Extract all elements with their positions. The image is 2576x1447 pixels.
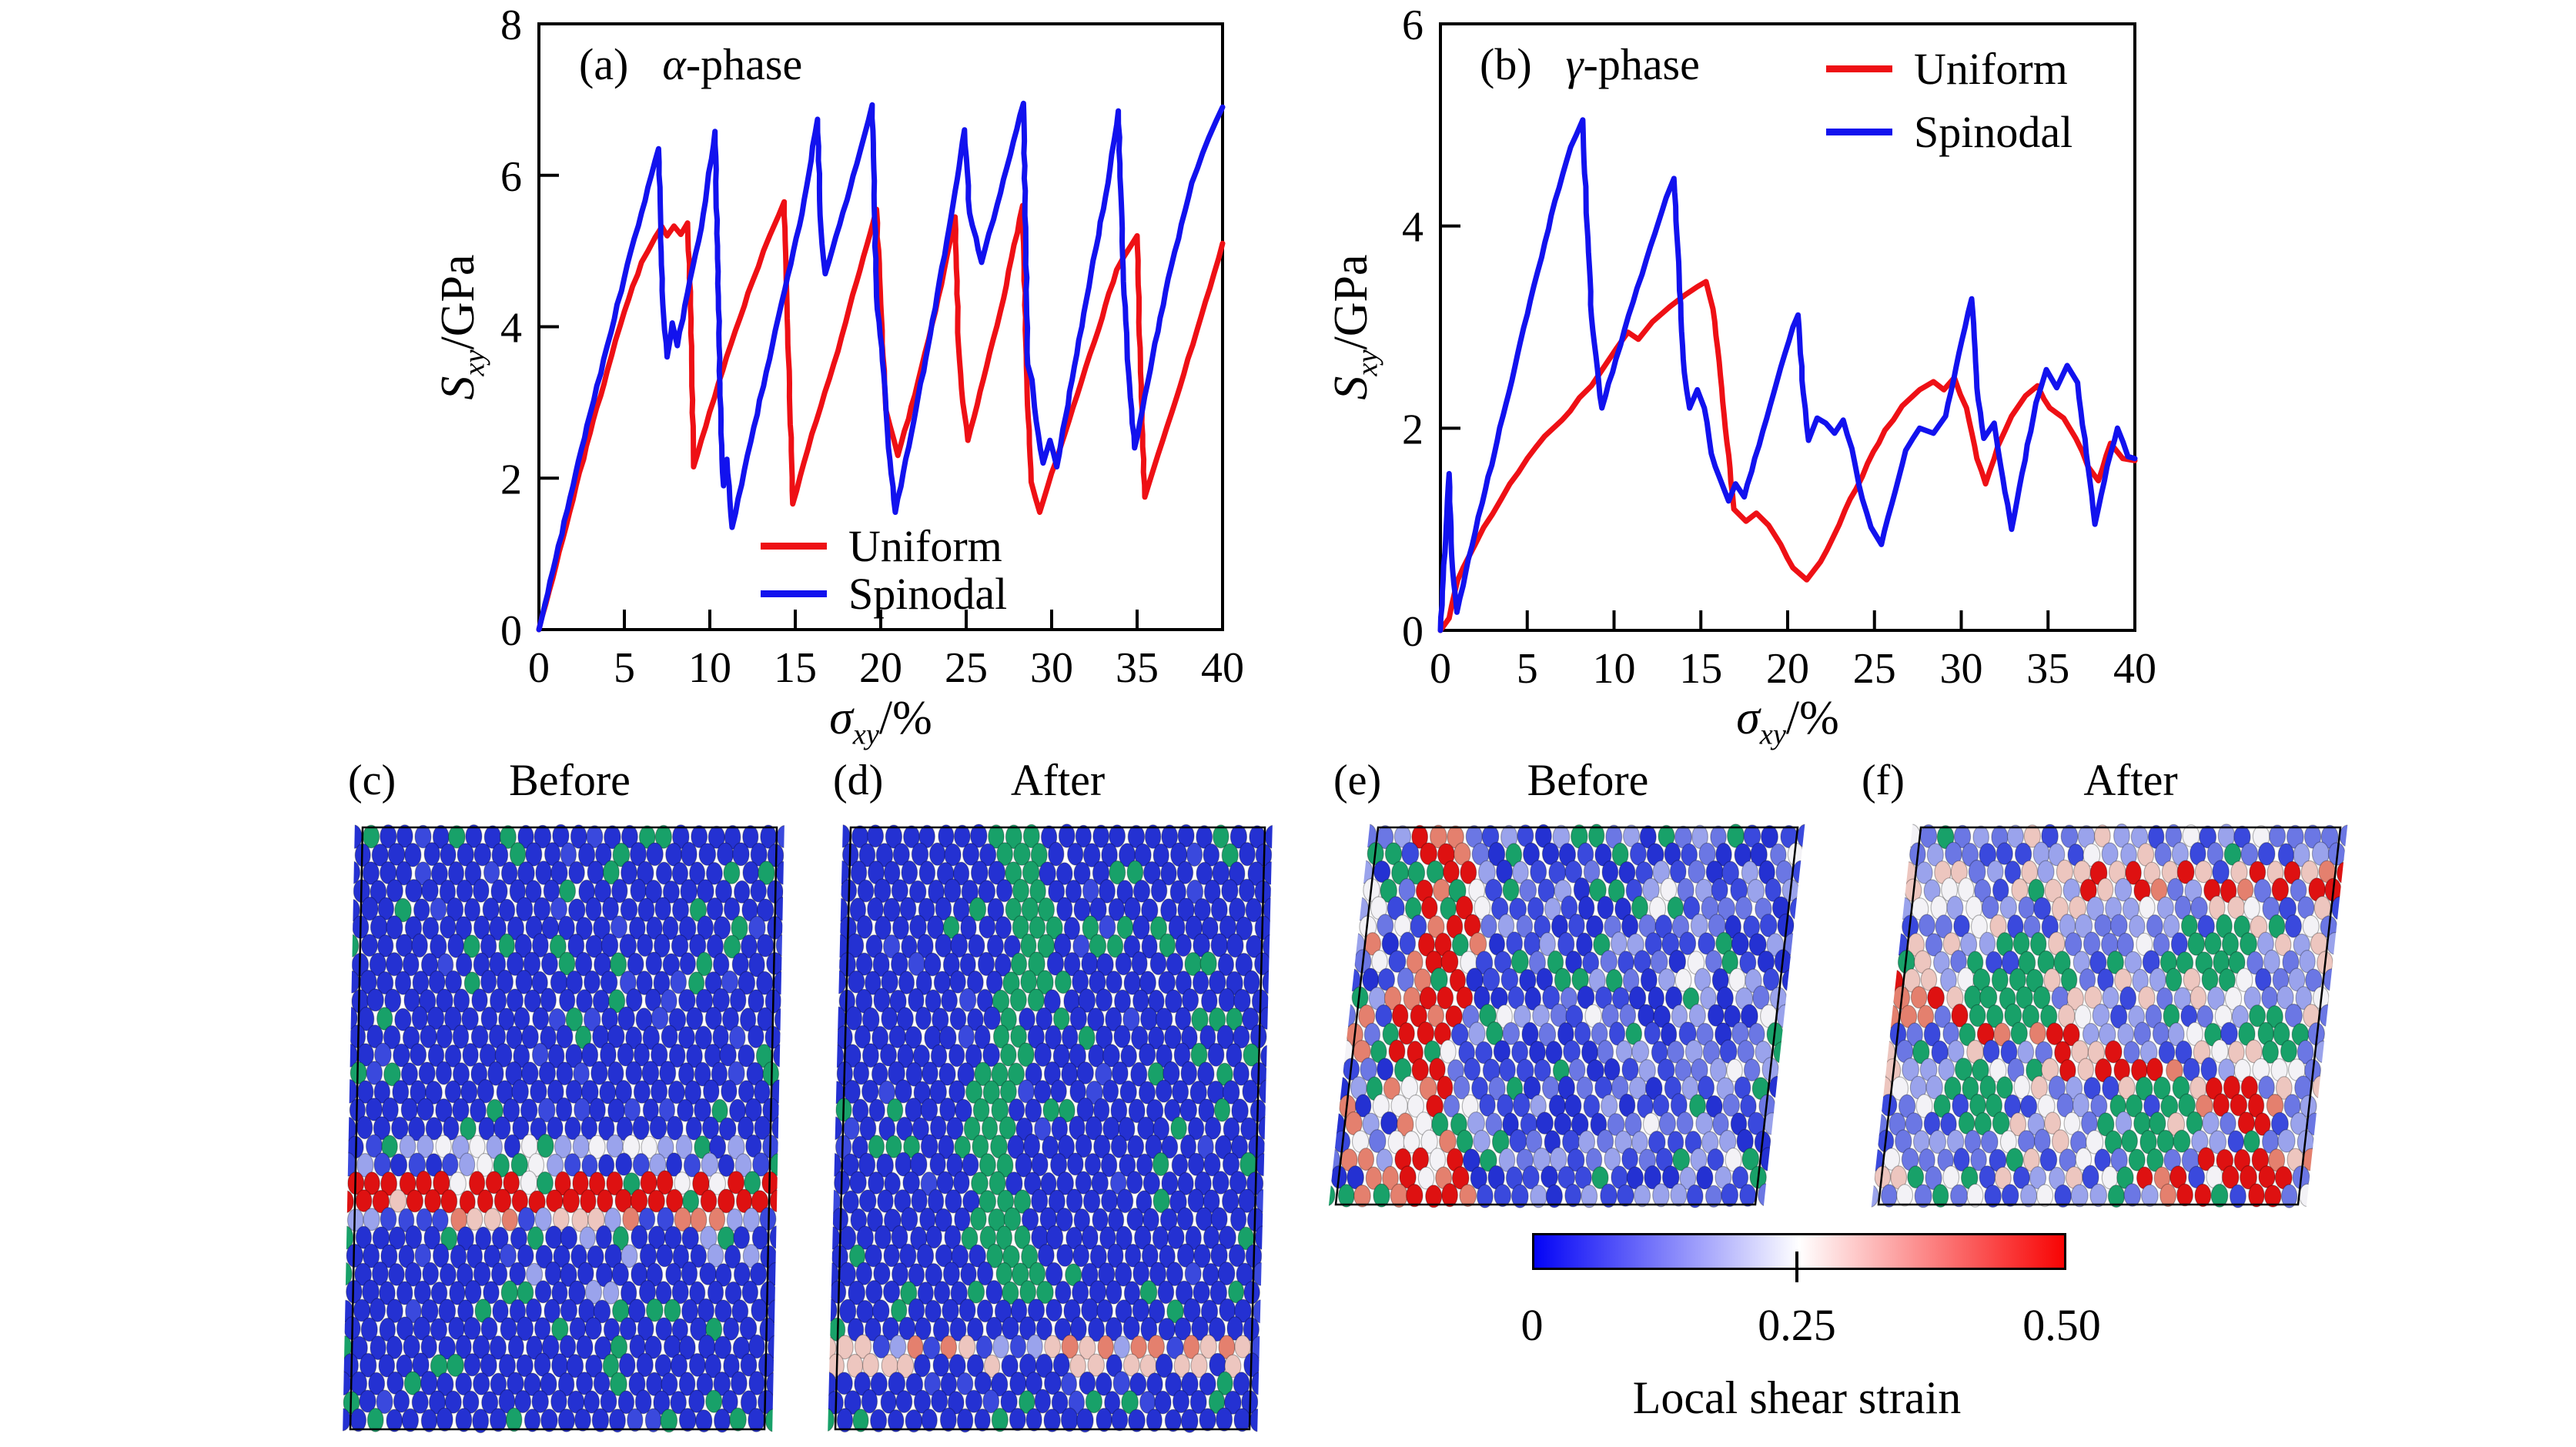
panel-b-tag: (b) — [1480, 39, 1532, 89]
spinodal-series-line — [536, 100, 1226, 633]
panel-a-tag: (a) — [579, 39, 629, 89]
panel-a-phase-symbol: α — [662, 39, 686, 89]
axis-ticks: 0 5 10 15 20 25 30 35 40 0 2 4 6 8 — [500, 2, 1244, 692]
snapshot-f-title: After — [2083, 755, 2178, 805]
svg-text:20: 20 — [1766, 645, 1809, 693]
gamma-phase-chart: 0 5 10 15 20 25 30 35 40 0 2 4 6 — [1402, 2, 2156, 693]
panel-b-phase-symbol: γ — [1565, 39, 1584, 89]
panel-b-y-axis-label: Sxy/GPa — [1325, 254, 1384, 400]
svg-text:10: 10 — [1593, 645, 1636, 693]
svg-text:20: 20 — [859, 644, 902, 692]
y-label-unit: /GPa — [432, 254, 484, 350]
particle-field — [1871, 823, 2348, 1208]
legend-label-uniform: Uniform — [848, 520, 1002, 571]
legend-item-uniform: Uniform — [1826, 37, 2073, 100]
panel-a-header: (a) α-phase — [579, 38, 802, 90]
svg-text:35: 35 — [1116, 644, 1159, 692]
y-label-subscript: xy — [458, 349, 491, 376]
svg-text:4: 4 — [1402, 204, 1423, 252]
particle-field — [828, 824, 1273, 1433]
panel-b-phase-suffix: -phase — [1583, 39, 1700, 89]
snapshot-e-title: Before — [1527, 755, 1649, 805]
simulation-box-frame — [349, 826, 778, 1431]
colorbar-caption: Local shear strain — [1632, 1372, 1962, 1423]
svg-text:30: 30 — [1940, 645, 1983, 693]
spinodal-line-swatch — [1826, 128, 1892, 135]
svg-text:35: 35 — [2026, 645, 2069, 693]
snapshot-f-particle-image — [1871, 823, 2348, 1208]
svg-text:30: 30 — [1030, 644, 1073, 692]
svg-text:15: 15 — [774, 644, 817, 692]
axis-ticks: 0 5 10 15 20 25 30 35 40 0 2 4 6 — [1402, 2, 2156, 693]
spinodal-series-line — [1437, 117, 2138, 633]
svg-text:10: 10 — [688, 644, 731, 692]
svg-text:4: 4 — [500, 305, 522, 353]
svg-text:6: 6 — [500, 153, 522, 201]
svg-text:0: 0 — [1430, 645, 1451, 693]
legend-label-uniform: Uniform — [1914, 43, 2068, 94]
legend-item-uniform: Uniform — [761, 520, 1007, 571]
x-label-unit: /% — [878, 692, 932, 744]
panel-a-legend: Uniform Spinodal — [761, 520, 1008, 619]
snapshot-f-tag: (f) — [1862, 757, 1905, 804]
simulation-box-frame — [834, 826, 1266, 1431]
svg-text:25: 25 — [1853, 645, 1896, 693]
x-label-variable: σ — [829, 692, 853, 744]
uniform-line-swatch — [761, 542, 827, 550]
spinodal-line-swatch — [761, 590, 827, 597]
particle-field — [1328, 824, 1805, 1208]
snapshot-e-tag: (e) — [1333, 757, 1382, 804]
uniform-line-swatch — [1826, 65, 1892, 72]
uniform-series-line — [536, 199, 1226, 633]
svg-text:15: 15 — [1679, 645, 1722, 693]
snapshot-c-tag: (c) — [348, 757, 396, 804]
panel-b-header: (b) γ-phase — [1480, 38, 1700, 90]
panel-a-y-axis-label: Sxy/GPa — [430, 165, 491, 489]
panel-b-x-axis-label: σxy/% — [1736, 692, 1839, 751]
panel-b-legend: Uniform Spinodal — [1826, 37, 2073, 163]
colorbar-mid-tick — [1795, 1252, 1798, 1282]
simulation-box-frame — [1334, 826, 1799, 1206]
svg-text:0: 0 — [500, 607, 522, 655]
svg-text:0: 0 — [528, 644, 550, 692]
snapshot-c-title: Before — [509, 755, 631, 805]
colorbar-min-label: 0 — [1521, 1300, 1544, 1350]
shear-strain-colorbar — [1532, 1233, 2066, 1270]
svg-text:2: 2 — [1402, 406, 1423, 453]
legend-label-spinodal: Spinodal — [1914, 106, 2073, 157]
snapshot-c-particle-image — [343, 824, 785, 1434]
simulation-box-frame — [1877, 826, 2342, 1206]
snapshot-d-tag: (d) — [833, 757, 884, 804]
svg-text:0: 0 — [1402, 608, 1423, 656]
svg-text:8: 8 — [500, 2, 522, 49]
svg-text:5: 5 — [614, 644, 635, 692]
svg-text:40: 40 — [2113, 645, 2156, 693]
svg-text:5: 5 — [1517, 645, 1538, 693]
svg-text:25: 25 — [945, 644, 988, 692]
svg-text:2: 2 — [500, 456, 522, 503]
uniform-series-line — [1437, 279, 2138, 633]
snapshot-e-particle-image — [1328, 824, 1805, 1208]
legend-item-spinodal: Spinodal — [1826, 100, 2073, 163]
svg-text:40: 40 — [1201, 644, 1244, 692]
snapshot-d-particle-image — [828, 824, 1273, 1433]
colorbar-max-label: 0.50 — [2022, 1300, 2101, 1350]
legend-label-spinodal: Spinodal — [848, 568, 1008, 619]
x-label-subscript: xy — [852, 718, 879, 751]
svg-text:6: 6 — [1402, 2, 1423, 49]
colorbar-mid-label: 0.25 — [1758, 1300, 1836, 1350]
snapshot-d-title: After — [1010, 755, 1106, 805]
alpha-phase-chart: 0 5 10 15 20 25 30 35 40 0 2 4 6 8 — [500, 2, 1244, 692]
panel-a-phase-suffix: -phase — [685, 39, 803, 89]
legend-item-spinodal: Spinodal — [761, 568, 1008, 619]
panel-a-x-axis-label: σxy/% — [727, 690, 1035, 751]
particle-field — [343, 824, 785, 1434]
y-label-variable: S — [432, 376, 484, 400]
